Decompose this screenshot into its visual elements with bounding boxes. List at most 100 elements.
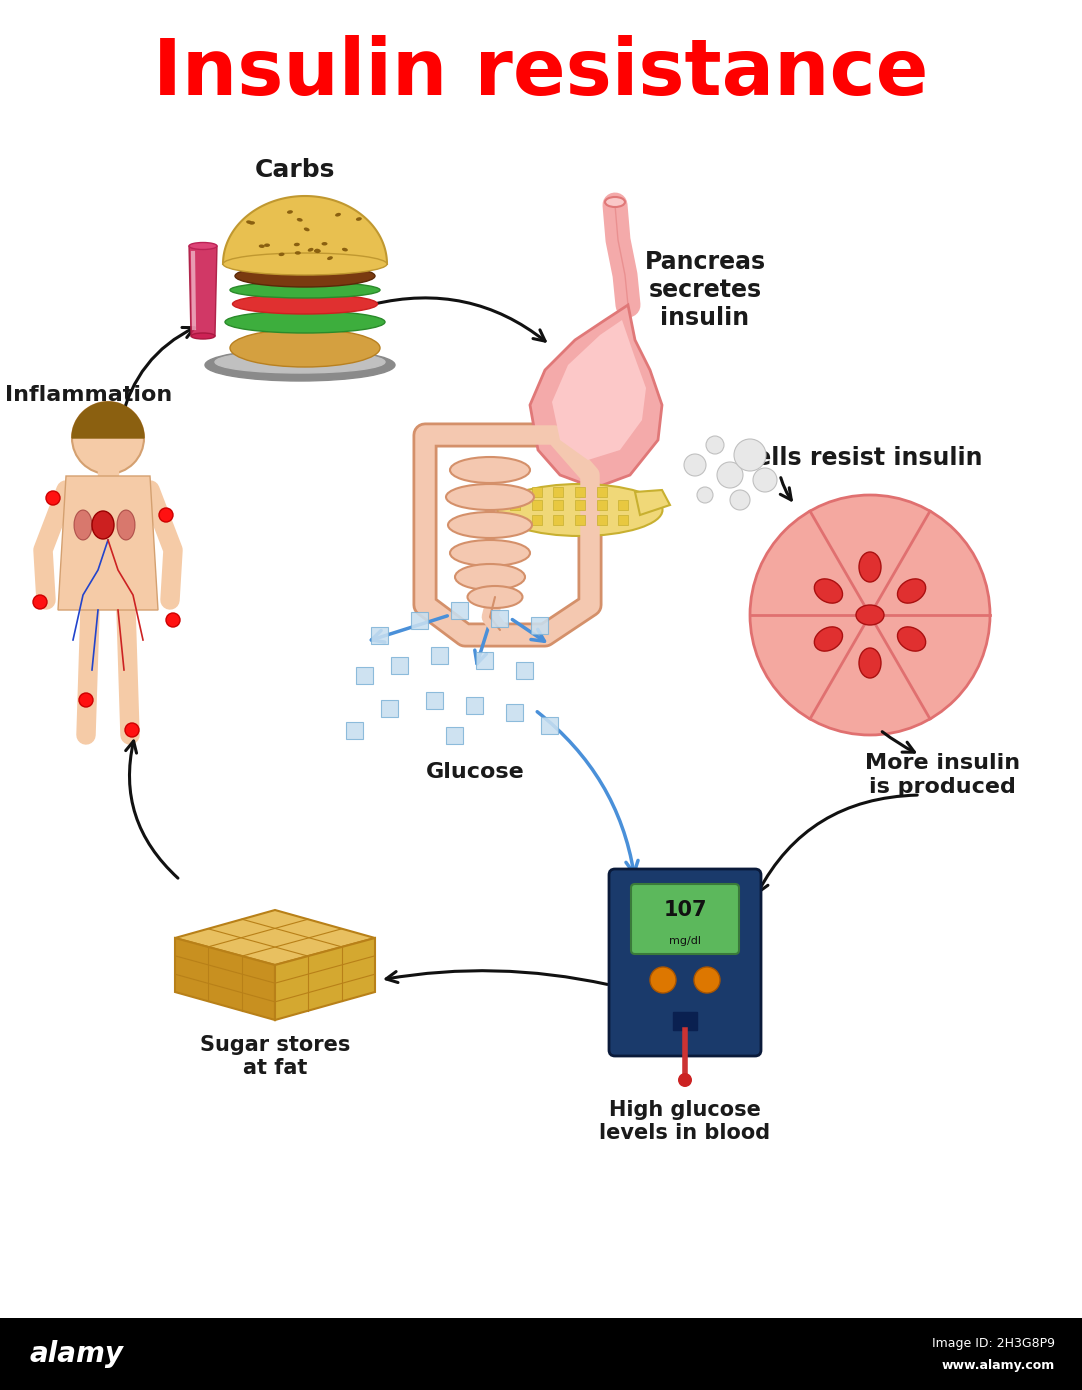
- Bar: [451, 602, 469, 619]
- Bar: [553, 486, 564, 498]
- Polygon shape: [635, 491, 670, 516]
- Ellipse shape: [223, 253, 387, 275]
- Ellipse shape: [356, 217, 361, 221]
- Ellipse shape: [456, 564, 525, 589]
- Polygon shape: [530, 304, 662, 488]
- Ellipse shape: [233, 295, 378, 314]
- Text: More insulin
is produced: More insulin is produced: [865, 753, 1020, 796]
- Ellipse shape: [204, 349, 395, 381]
- Circle shape: [734, 439, 766, 471]
- Ellipse shape: [230, 282, 380, 297]
- Bar: [491, 609, 509, 627]
- Bar: [447, 727, 463, 744]
- Ellipse shape: [448, 512, 532, 538]
- Circle shape: [717, 461, 743, 488]
- Text: mg/dl: mg/dl: [669, 935, 701, 947]
- Bar: [673, 1012, 697, 1030]
- Polygon shape: [223, 196, 387, 264]
- Ellipse shape: [259, 245, 265, 247]
- Ellipse shape: [856, 605, 884, 626]
- Ellipse shape: [815, 627, 843, 651]
- Ellipse shape: [74, 510, 92, 539]
- Bar: [575, 500, 585, 510]
- Bar: [510, 500, 520, 510]
- Text: Glucose: Glucose: [425, 762, 525, 783]
- Polygon shape: [175, 910, 375, 965]
- Bar: [506, 703, 524, 720]
- Ellipse shape: [605, 197, 625, 207]
- FancyBboxPatch shape: [631, 884, 739, 954]
- Circle shape: [650, 967, 676, 992]
- Bar: [371, 627, 388, 644]
- Bar: [531, 500, 542, 510]
- Bar: [575, 516, 585, 525]
- Ellipse shape: [278, 253, 285, 256]
- Text: High glucose
levels in blood: High glucose levels in blood: [599, 1099, 770, 1143]
- Circle shape: [753, 468, 777, 492]
- Bar: [426, 691, 444, 709]
- Bar: [346, 721, 364, 738]
- Ellipse shape: [264, 243, 270, 247]
- Ellipse shape: [246, 221, 252, 224]
- Circle shape: [678, 1073, 692, 1087]
- Ellipse shape: [859, 552, 881, 582]
- Circle shape: [159, 507, 173, 523]
- Ellipse shape: [446, 484, 535, 510]
- Text: Image ID: 2H3G8P9: Image ID: 2H3G8P9: [932, 1337, 1055, 1351]
- Circle shape: [166, 613, 180, 627]
- Circle shape: [730, 491, 750, 510]
- Ellipse shape: [294, 252, 301, 254]
- Polygon shape: [175, 938, 275, 1020]
- Bar: [553, 500, 564, 510]
- Circle shape: [694, 967, 720, 992]
- Polygon shape: [58, 475, 158, 610]
- Bar: [596, 516, 607, 525]
- Ellipse shape: [897, 578, 926, 603]
- Text: Pancreas
secretes
insulin: Pancreas secretes insulin: [645, 250, 766, 329]
- Circle shape: [750, 495, 990, 735]
- Ellipse shape: [897, 627, 926, 651]
- Ellipse shape: [315, 249, 321, 253]
- Text: Inflammation: Inflammation: [5, 385, 172, 404]
- Ellipse shape: [294, 243, 300, 246]
- Circle shape: [72, 402, 144, 474]
- Ellipse shape: [117, 510, 135, 539]
- Ellipse shape: [335, 213, 341, 217]
- Text: www.alamy.com: www.alamy.com: [941, 1359, 1055, 1372]
- Text: alamy: alamy: [30, 1340, 124, 1368]
- Ellipse shape: [307, 247, 314, 252]
- Ellipse shape: [450, 457, 530, 482]
- Ellipse shape: [92, 512, 114, 539]
- Ellipse shape: [815, 578, 843, 603]
- Circle shape: [47, 491, 60, 505]
- Bar: [476, 652, 493, 669]
- Bar: [531, 486, 542, 498]
- Bar: [618, 500, 629, 510]
- Circle shape: [705, 436, 724, 455]
- Bar: [392, 656, 409, 674]
- Ellipse shape: [296, 218, 303, 221]
- Ellipse shape: [342, 247, 347, 252]
- Circle shape: [79, 694, 93, 708]
- Bar: [510, 516, 520, 525]
- Ellipse shape: [249, 221, 255, 225]
- Ellipse shape: [215, 352, 385, 373]
- Bar: [541, 716, 558, 734]
- Ellipse shape: [498, 484, 662, 537]
- Bar: [411, 612, 428, 628]
- Ellipse shape: [467, 587, 523, 607]
- Ellipse shape: [189, 242, 217, 249]
- Ellipse shape: [859, 648, 881, 678]
- Circle shape: [697, 486, 713, 503]
- Circle shape: [32, 595, 47, 609]
- Text: 107: 107: [663, 899, 707, 920]
- Ellipse shape: [327, 256, 333, 260]
- Polygon shape: [552, 320, 646, 460]
- Text: Cells resist insulin: Cells resist insulin: [738, 446, 982, 470]
- Ellipse shape: [230, 329, 380, 367]
- Bar: [510, 486, 520, 498]
- Bar: [98, 443, 118, 475]
- Polygon shape: [189, 246, 217, 336]
- Text: Insulin resistance: Insulin resistance: [154, 35, 928, 111]
- Ellipse shape: [192, 334, 215, 339]
